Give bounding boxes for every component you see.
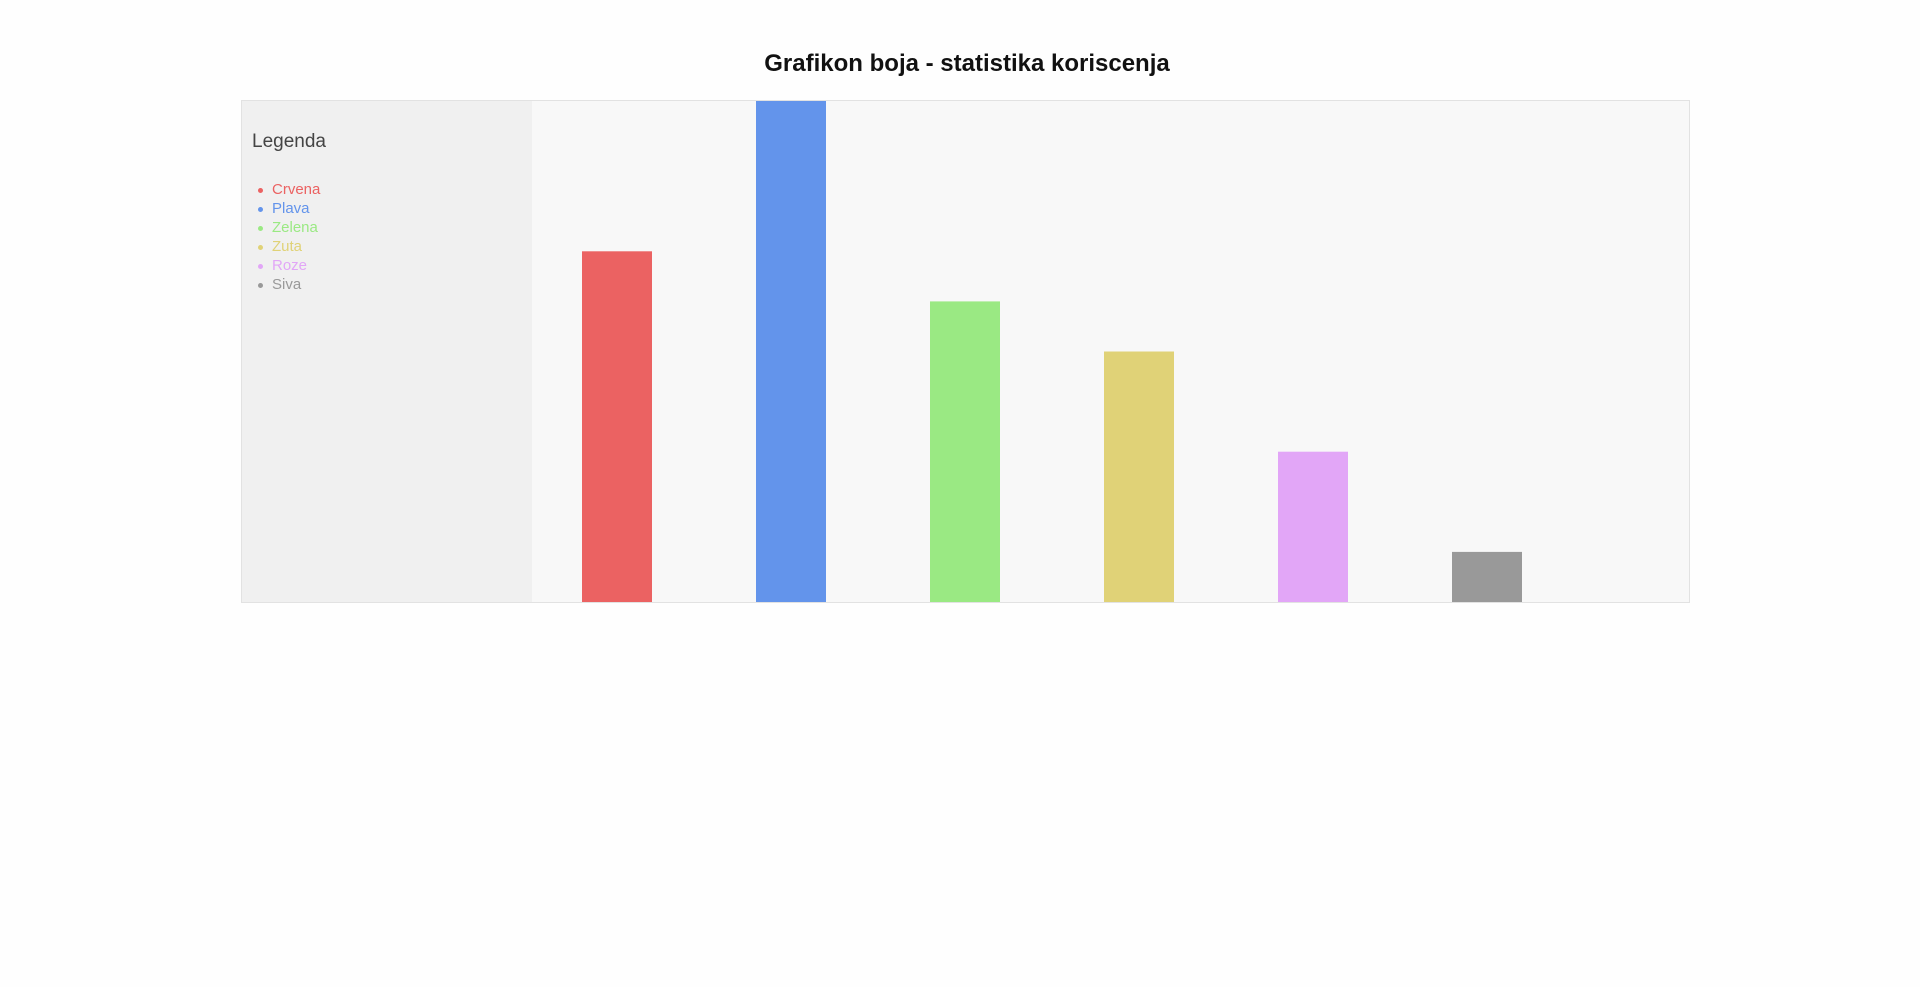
legend-bullet-icon — [258, 188, 263, 193]
bar-plava — [756, 101, 826, 602]
legend-label: Zelena — [272, 219, 318, 236]
legend-label: Plava — [272, 200, 310, 217]
legend-item-zelena: Zelena — [256, 218, 320, 237]
legend-label: Crvena — [272, 181, 321, 198]
legend-label: Siva — [272, 276, 302, 293]
legend-bullet-icon — [258, 207, 263, 212]
legend-bullet-icon — [258, 245, 263, 250]
legend-list: Crvena Plava Zelena Zuta Roze Siva — [256, 180, 320, 294]
legend-bullet-icon — [258, 264, 263, 269]
chart-title: Grafikon boja - statistika koriscenja — [764, 50, 1170, 77]
legend-bullet-icon — [258, 283, 263, 288]
bar-siva — [1452, 551, 1522, 602]
bar-zuta — [1104, 351, 1174, 602]
bar-roze — [1278, 451, 1348, 602]
legend-panel: Legenda Crvena Plava Zelena Zuta Roze Siva — [242, 101, 532, 602]
plot-area — [532, 101, 1689, 602]
chart-frame: Legenda Crvena Plava Zelena Zuta Roze Siva — [241, 100, 1690, 603]
legend-item-siva: Siva — [256, 275, 320, 294]
legend-item-roze: Roze — [256, 256, 320, 275]
bar-chart-svg — [582, 101, 1522, 602]
legend-item-plava: Plava — [256, 199, 320, 218]
legend-title: Legenda — [252, 131, 326, 152]
legend-item-crvena: Crvena — [256, 180, 320, 199]
legend-label: Zuta — [272, 238, 303, 255]
bar-crvena — [582, 251, 652, 602]
legend-item-zuta: Zuta — [256, 237, 320, 256]
bar-zelena — [930, 301, 1000, 602]
legend-label: Roze — [272, 257, 308, 274]
legend-bullet-icon — [258, 226, 263, 231]
